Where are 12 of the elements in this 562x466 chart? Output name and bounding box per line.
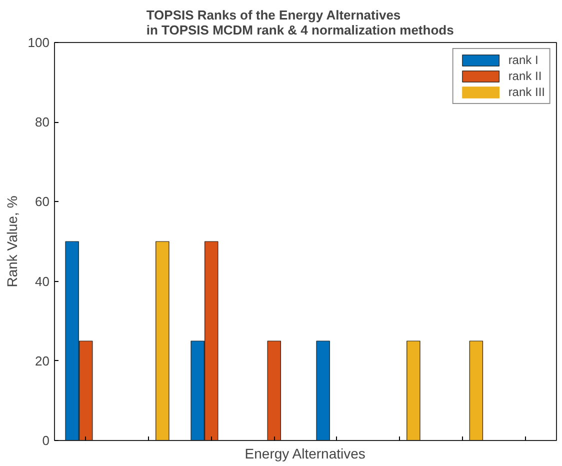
y-tick-label: 20 (35, 353, 50, 368)
chart-title: TOPSIS Ranks of the Energy Alternatives in TOPSIS MCDM rank & 4 normalization methods (146, 8, 454, 38)
legend-label: rank II (508, 69, 542, 83)
y-tick-label: 0 (42, 433, 50, 448)
y-tick-label: 100 (28, 35, 50, 50)
y-tick-label: 80 (35, 114, 50, 130)
legend-label: rank I (508, 53, 538, 67)
legend-label: rank III (508, 85, 545, 99)
y-tick-label: 60 (35, 194, 50, 210)
y-tick-label: 40 (35, 274, 50, 289)
y-axis-title: Rank Value, % (4, 196, 20, 288)
x-axis-title: Energy Alternatives (244, 446, 366, 462)
